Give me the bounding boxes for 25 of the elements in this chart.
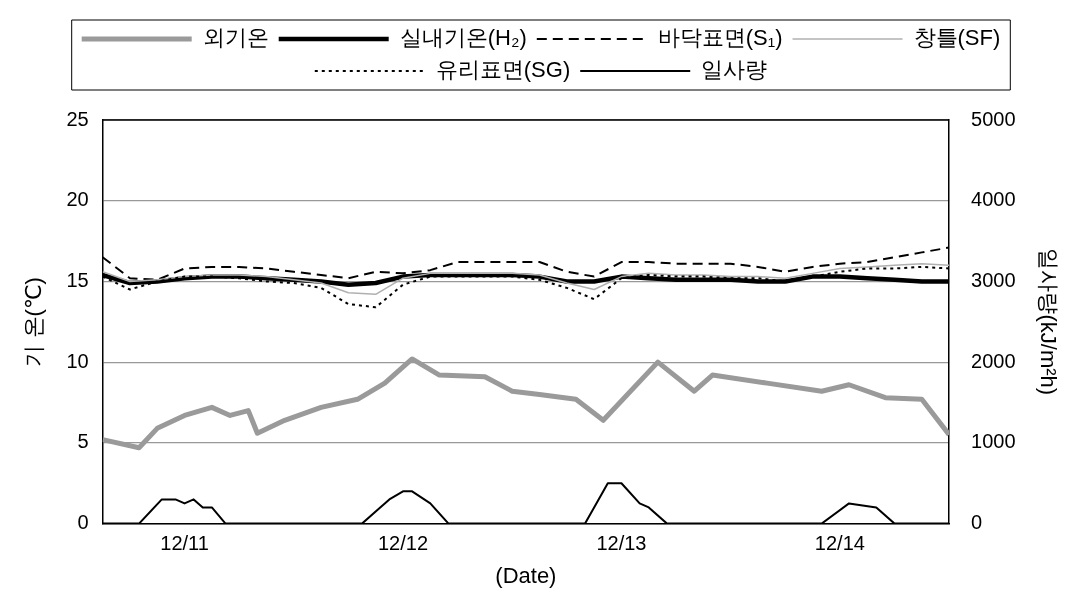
- y-tick-label: 10: [66, 349, 89, 372]
- y2-tick-label: 0: [971, 511, 983, 534]
- y2-tick-label: 1000: [971, 430, 1016, 453]
- y2-tick-label: 5000: [971, 107, 1016, 130]
- y-tick-label: 5: [77, 430, 89, 453]
- x-axis-title: (Date): [495, 562, 557, 588]
- legend-label: 유리표면(SG): [435, 57, 571, 83]
- legend-label: 일사량: [701, 57, 768, 83]
- y-axis-title: 기 온(℃): [21, 277, 47, 367]
- y2-tick-label: 3000: [971, 268, 1016, 291]
- legend-label: 창틀(SF): [913, 25, 1001, 51]
- y-tick-label: 25: [66, 107, 89, 130]
- x-tick-label: 12/13: [596, 532, 647, 555]
- legend-label: 바닥표면(S₁): [657, 25, 783, 51]
- legend-label: 실내기온(H₂): [399, 25, 527, 51]
- y-tick-label: 0: [77, 511, 89, 534]
- legend-label: 외기온: [202, 25, 269, 51]
- y-tick-label: 20: [66, 188, 89, 211]
- x-tick-label: 12/12: [377, 532, 429, 555]
- y2-axis-title: 일사량(kJ/m²h): [1035, 248, 1061, 396]
- x-tick-label: 12/14: [814, 532, 865, 555]
- y-tick-label: 15: [66, 268, 89, 291]
- y2-tick-label: 4000: [971, 188, 1016, 211]
- x-tick-label: 12/11: [160, 532, 209, 555]
- y2-tick-label: 2000: [971, 349, 1016, 372]
